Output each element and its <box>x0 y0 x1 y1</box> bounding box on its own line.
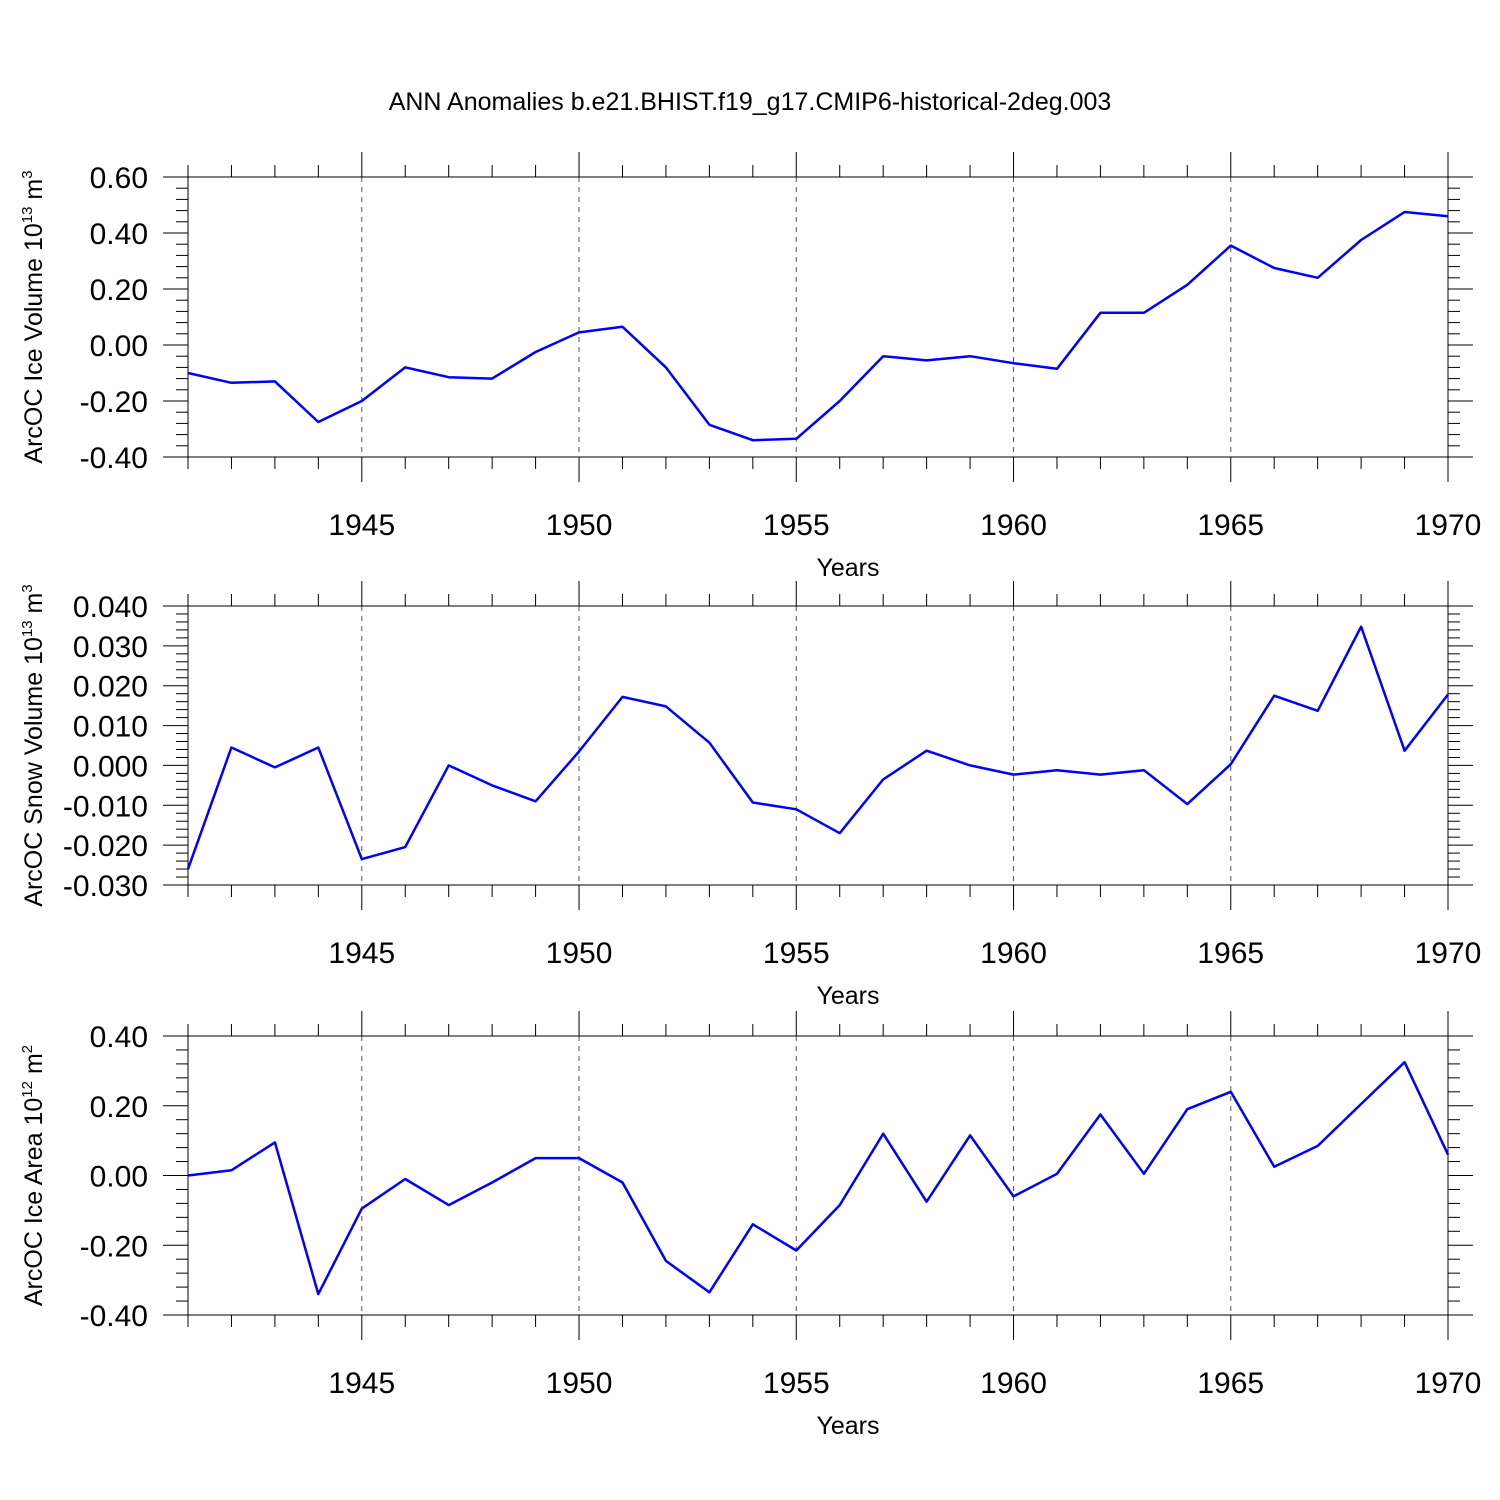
x-tick-label: 1965 <box>1197 509 1264 542</box>
y-axis-label: ArcOC Ice Area 1012 m2 <box>19 1045 48 1306</box>
panel-ice-volume: -0.40 -0.20 0.00 0.20 0.40 0.60 1945 1950 1955 19… <box>19 152 1481 582</box>
y-axis-label: ArcOC Ice Volume 1013 m3 <box>19 170 48 463</box>
x-tick-label: 1955 <box>763 1367 830 1400</box>
x-tick-label: 1970 <box>1415 509 1482 542</box>
y-tick-label: 0.040 <box>73 591 148 624</box>
plot-frame <box>187 176 1449 458</box>
y-tick-label: -0.40 <box>80 1300 148 1333</box>
y-tick-label: 0.020 <box>73 671 148 704</box>
x-tick-label: 1960 <box>980 937 1047 970</box>
plot-frame <box>187 605 1449 886</box>
y-tick-label: 0.030 <box>73 631 148 664</box>
figure-title: ANN Anomalies b.e21.BHIST.f19_g17.CMIP6-… <box>389 88 1112 116</box>
x-axis-label: Years <box>816 982 879 1010</box>
y-tick-label: 0.010 <box>73 711 148 744</box>
x-tick-label: 1955 <box>763 509 830 542</box>
x-tick-label: 1945 <box>328 1367 395 1400</box>
x-tick-label: 1950 <box>546 937 613 970</box>
x-axis-label: Years <box>816 554 879 582</box>
panel-snow-volume: -0.030 -0.020 -0.010 0.000 0.010 0.020 0.030 0.… <box>19 581 1481 1010</box>
y-tick-label: 0.20 <box>90 1091 148 1124</box>
y-tick-label: 0.20 <box>90 274 148 307</box>
panel-ice-area: -0.40 -0.20 0.00 0.20 0.40 1945 1950 1955 1960 19… <box>19 1011 1481 1440</box>
series-line <box>187 210 1449 442</box>
x-tick-label: 1965 <box>1197 1367 1264 1400</box>
x-tick-label: 1950 <box>546 509 613 542</box>
x-tick-label: 1970 <box>1415 1367 1482 1400</box>
x-tick-label: 1945 <box>328 509 395 542</box>
x-tick-label: 1955 <box>763 937 830 970</box>
x-axis-label: Years <box>816 1412 879 1440</box>
x-tick-label: 1965 <box>1197 937 1264 970</box>
y-tick-label: -0.010 <box>63 790 148 823</box>
y-tick-label: -0.020 <box>63 830 148 863</box>
series-line <box>187 1060 1450 1296</box>
x-tick-label: 1945 <box>328 937 395 970</box>
x-tick-label: 1970 <box>1415 937 1482 970</box>
y-tick-label: 0.00 <box>90 330 148 363</box>
y-axis-label: ArcOC Snow Volume 1013 m3 <box>19 584 48 906</box>
y-tick-label: 0.000 <box>73 750 148 783</box>
y-tick-label: -0.030 <box>63 870 148 903</box>
y-tick-label: -0.40 <box>80 442 148 475</box>
y-tick-label: -0.20 <box>80 1230 148 1263</box>
y-tick-label: 0.40 <box>90 218 148 251</box>
y-tick-label: 0.40 <box>90 1021 148 1054</box>
series-line <box>186 625 1449 870</box>
y-tick-label: -0.20 <box>80 386 148 419</box>
y-tick-label: 0.60 <box>90 162 148 195</box>
x-tick-label: 1960 <box>980 1367 1047 1400</box>
x-tick-label: 1960 <box>980 509 1047 542</box>
plot-frame <box>187 1035 1449 1316</box>
x-tick-label: 1950 <box>546 1367 613 1400</box>
y-tick-label: 0.00 <box>90 1161 148 1194</box>
